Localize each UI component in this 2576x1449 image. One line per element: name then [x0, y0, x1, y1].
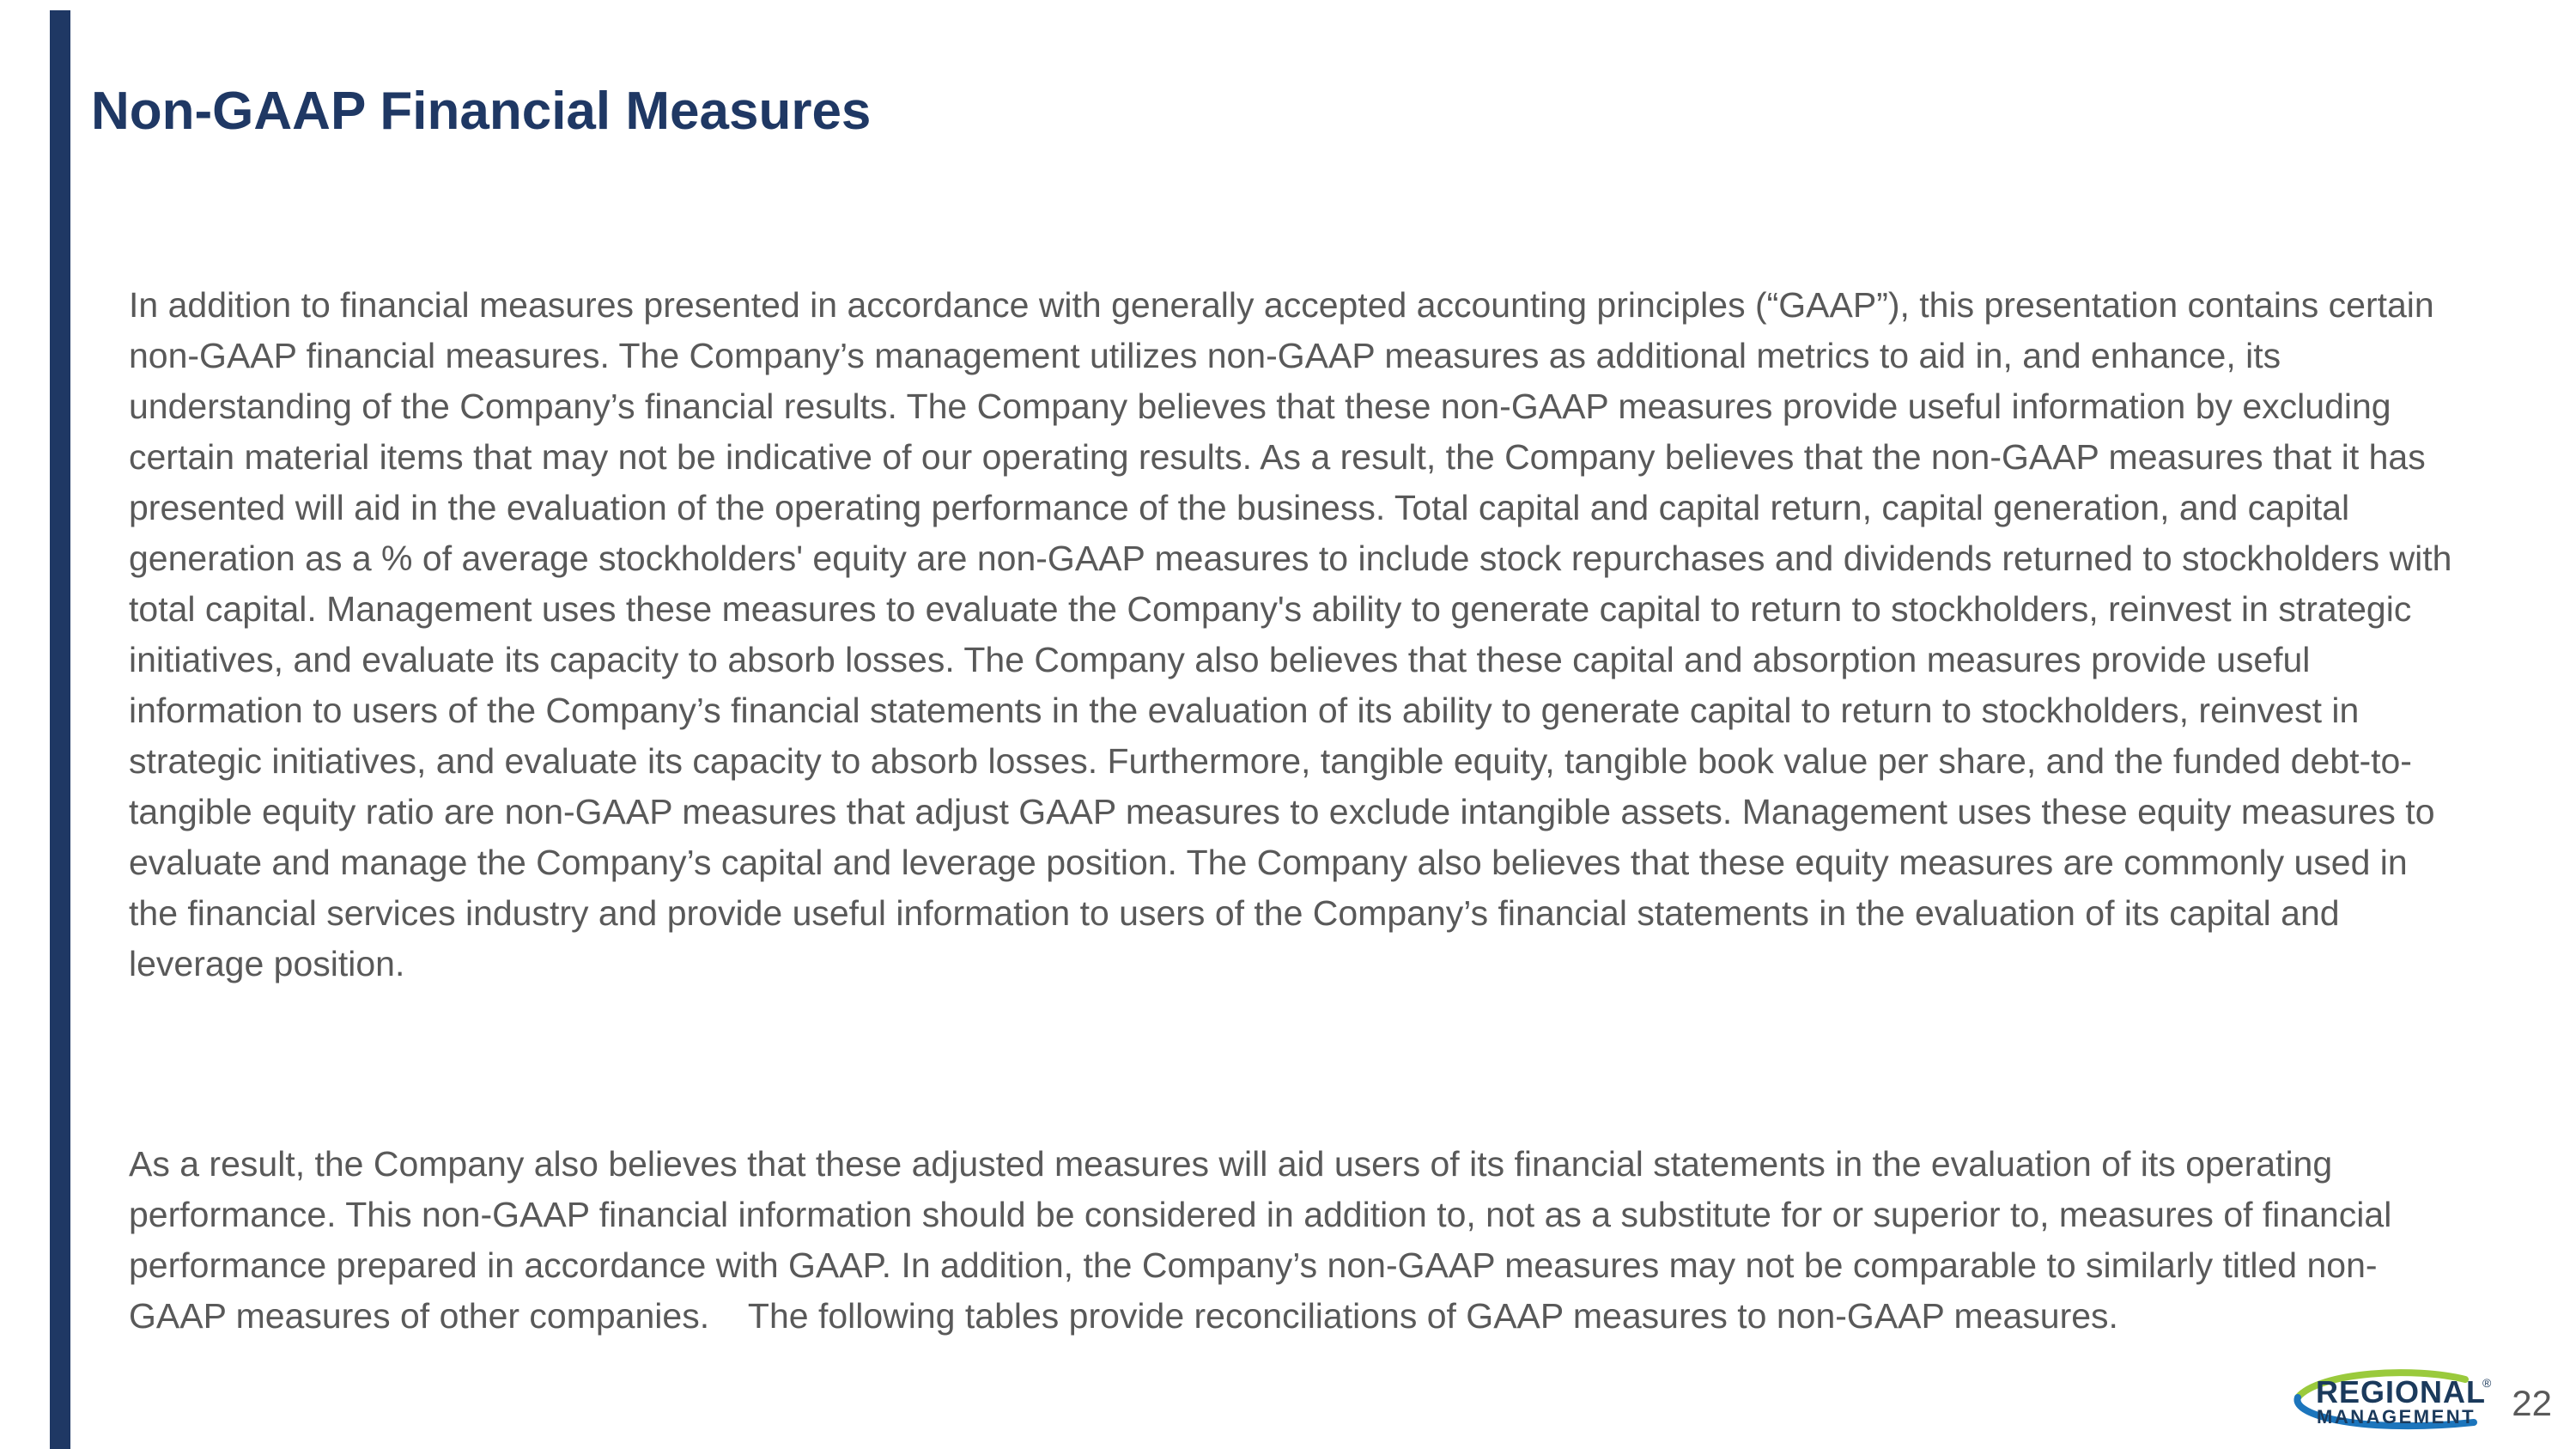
footer: REGIONAL ® MANAGEMENT 22	[2287, 1368, 2552, 1434]
page-title: Non-GAAP Financial Measures	[91, 81, 872, 141]
logo-swoosh-icon	[2293, 1369, 2478, 1430]
page-number: 22	[2512, 1383, 2552, 1423]
logo-registered-mark: ®	[2482, 1376, 2492, 1390]
logo-text-regional: REGIONAL	[2316, 1374, 2486, 1409]
paragraph-1: In addition to financial measures presen…	[129, 285, 2462, 983]
regional-management-logo: REGIONAL ® MANAGEMENT	[2293, 1369, 2492, 1430]
paragraph-2: As a result, the Company also believes t…	[129, 1144, 2402, 1336]
logo-text-management: MANAGEMENT	[2317, 1406, 2476, 1428]
left-accent-bar	[50, 10, 70, 1449]
body-text-block: In addition to financial measures presen…	[129, 179, 2464, 1440]
